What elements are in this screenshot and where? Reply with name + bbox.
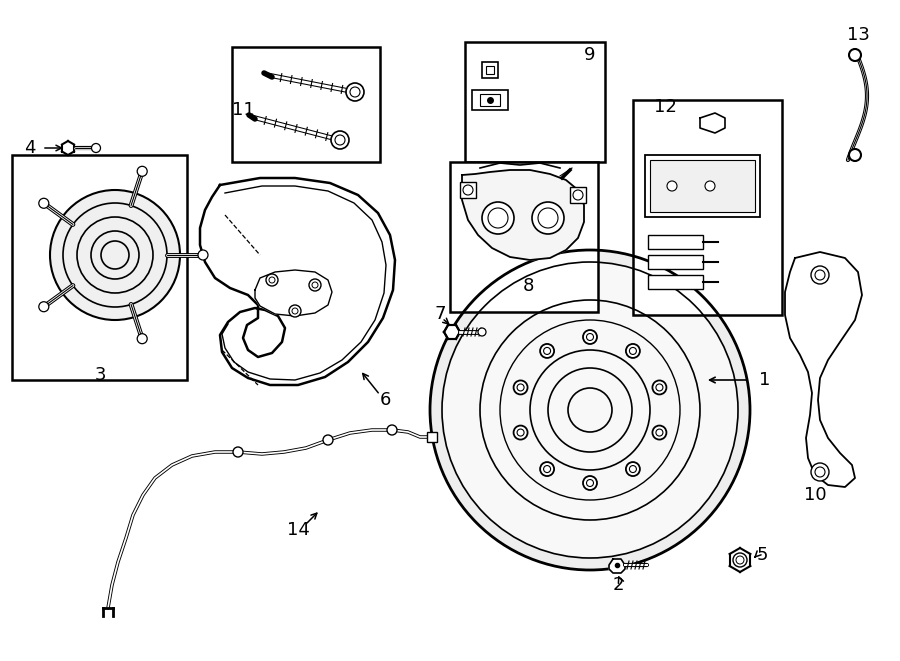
Polygon shape xyxy=(462,170,584,260)
Circle shape xyxy=(137,334,148,344)
Polygon shape xyxy=(255,270,332,316)
Circle shape xyxy=(331,131,349,149)
Text: 5: 5 xyxy=(756,546,768,564)
Circle shape xyxy=(583,476,597,490)
Bar xyxy=(465,42,605,162)
Bar xyxy=(648,255,703,269)
Circle shape xyxy=(443,263,737,557)
Circle shape xyxy=(51,191,179,319)
Circle shape xyxy=(652,426,666,440)
Polygon shape xyxy=(200,178,395,385)
Circle shape xyxy=(198,250,208,260)
Text: 11: 11 xyxy=(231,101,255,119)
Circle shape xyxy=(811,463,829,481)
Text: 7: 7 xyxy=(434,305,446,323)
Circle shape xyxy=(266,274,278,286)
Circle shape xyxy=(514,426,527,440)
Circle shape xyxy=(514,381,527,395)
Bar xyxy=(570,187,586,203)
Bar xyxy=(482,62,498,78)
Text: 2: 2 xyxy=(612,576,624,594)
Circle shape xyxy=(532,202,564,234)
Text: 14: 14 xyxy=(286,521,310,539)
Circle shape xyxy=(849,149,861,161)
Polygon shape xyxy=(444,325,460,339)
Bar xyxy=(232,47,380,162)
Text: 6: 6 xyxy=(379,391,391,409)
Circle shape xyxy=(289,305,301,317)
Polygon shape xyxy=(785,252,862,487)
Circle shape xyxy=(39,198,49,208)
Bar xyxy=(427,432,437,442)
Polygon shape xyxy=(730,548,751,572)
Circle shape xyxy=(323,435,333,445)
Circle shape xyxy=(705,181,715,191)
Text: 1: 1 xyxy=(760,371,770,389)
Text: 9: 9 xyxy=(584,46,596,64)
Circle shape xyxy=(233,447,243,457)
Circle shape xyxy=(482,202,514,234)
Circle shape xyxy=(478,328,486,336)
Bar xyxy=(648,275,703,289)
Bar xyxy=(480,94,500,106)
Circle shape xyxy=(583,330,597,344)
Circle shape xyxy=(540,462,554,476)
Text: 12: 12 xyxy=(653,98,677,116)
Circle shape xyxy=(626,344,640,358)
Circle shape xyxy=(346,83,364,101)
Circle shape xyxy=(540,344,554,358)
Circle shape xyxy=(387,425,397,435)
Circle shape xyxy=(92,143,101,153)
Circle shape xyxy=(137,167,148,176)
Circle shape xyxy=(811,266,829,284)
Bar xyxy=(633,100,782,315)
Polygon shape xyxy=(609,559,625,573)
Circle shape xyxy=(430,250,750,570)
Bar xyxy=(460,182,476,198)
Text: 3: 3 xyxy=(94,366,106,384)
Text: 8: 8 xyxy=(522,277,534,295)
Bar xyxy=(650,160,755,212)
Bar xyxy=(645,155,760,217)
Bar xyxy=(12,155,187,380)
Circle shape xyxy=(667,181,677,191)
Circle shape xyxy=(849,49,861,61)
Bar xyxy=(450,162,598,312)
Bar xyxy=(486,66,494,74)
Circle shape xyxy=(39,301,49,312)
Circle shape xyxy=(309,279,321,291)
Bar xyxy=(472,90,508,110)
Circle shape xyxy=(652,381,666,395)
Text: 4: 4 xyxy=(24,139,36,157)
Text: 13: 13 xyxy=(847,26,869,44)
Text: 10: 10 xyxy=(804,486,826,504)
Circle shape xyxy=(626,462,640,476)
Bar xyxy=(648,235,703,249)
